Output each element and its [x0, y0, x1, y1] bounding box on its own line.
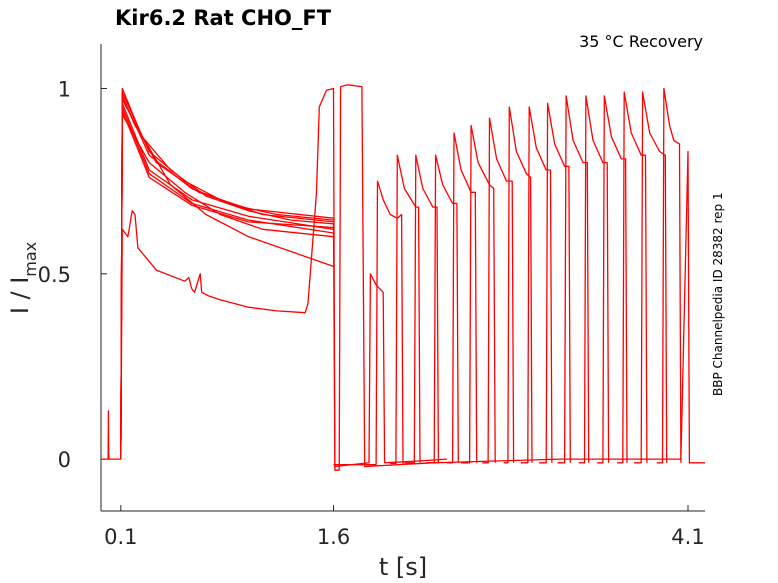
- trace-19: [520, 106, 553, 464]
- y-tick-label: 0.5: [38, 263, 71, 287]
- x-ticks: 0.1 1.6 4.1: [104, 505, 705, 549]
- trace-15: [447, 132, 478, 464]
- trace-21: [557, 95, 590, 464]
- trace-17: [482, 117, 515, 464]
- y-axis-label-sub: max: [21, 242, 40, 277]
- y-tick-label: 0: [58, 448, 71, 472]
- trace-12: [390, 154, 421, 465]
- y-tick-label: 1: [58, 77, 71, 101]
- trace-24: [617, 91, 648, 464]
- trace-3: [120, 95, 334, 460]
- condition-annotation: 35 °C Recovery: [579, 32, 703, 51]
- trace-14: [425, 154, 459, 464]
- x-tick-label: 1.6: [317, 525, 350, 549]
- trace-16: [461, 124, 496, 464]
- trace-26: [656, 87, 682, 464]
- trace-1: [101, 87, 448, 468]
- trace-9: [120, 95, 334, 460]
- traces: [101, 84, 705, 471]
- trace-7: [120, 110, 334, 460]
- x-tick-label: 4.1: [671, 525, 704, 549]
- y-ticks: 00.51: [38, 77, 107, 472]
- trace-25: [634, 91, 668, 464]
- trace-10: [120, 84, 705, 471]
- y-axis-label: I / Imax: [6, 242, 40, 314]
- trace-8: [120, 113, 334, 460]
- x-tick-label: 0.1: [104, 525, 137, 549]
- y-axis-label-main: I / I: [6, 277, 34, 315]
- trace-11: [333, 180, 404, 466]
- x-axis-label: t [s]: [379, 553, 427, 581]
- chart-title: Kir6.2 Rat CHO_FT: [115, 6, 332, 30]
- trace-23: [597, 95, 628, 464]
- trace-2: [120, 91, 334, 460]
- trace-6: [120, 106, 334, 460]
- trace-20: [539, 102, 571, 464]
- trace-13: [404, 154, 440, 464]
- trace-22: [578, 95, 610, 464]
- source-label: BBP Channelpedia ID 28382 rep 1: [711, 192, 725, 396]
- trace-18: [503, 106, 533, 464]
